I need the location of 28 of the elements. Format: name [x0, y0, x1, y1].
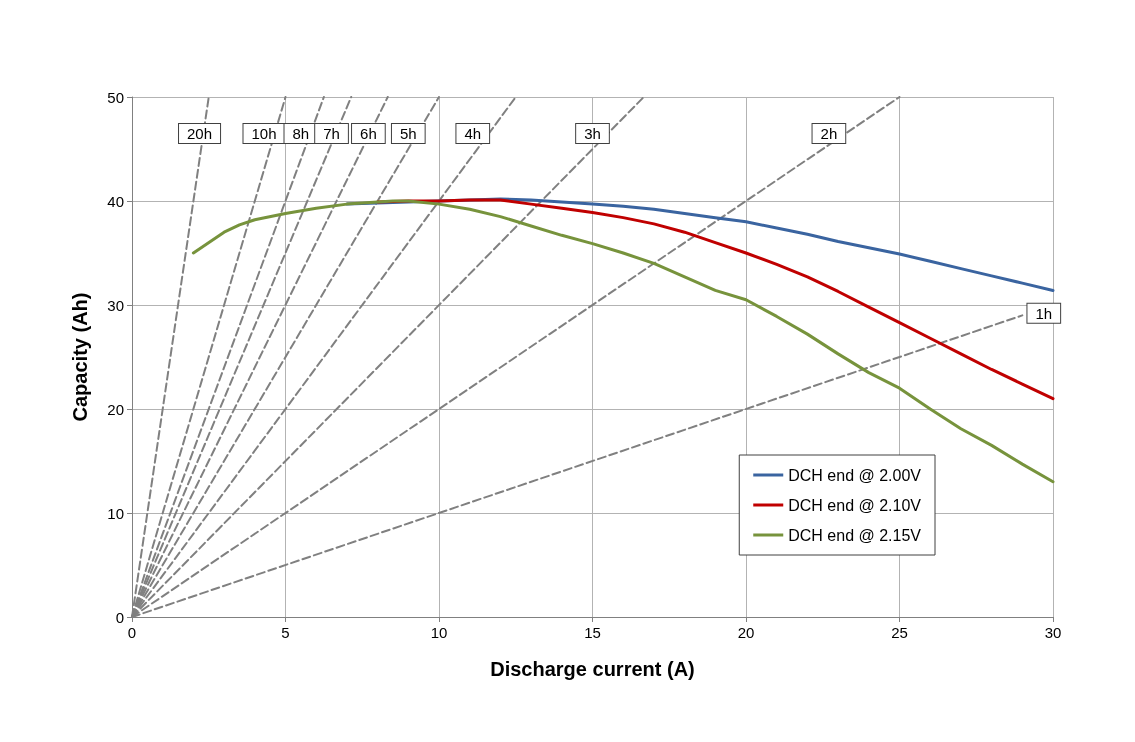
- annotation: 2h: [820, 124, 838, 142]
- annotation: 5h: [399, 124, 417, 142]
- x-tick-label: 0: [127, 624, 137, 641]
- annotation: 7h: [323, 124, 340, 142]
- x-tick-label: 30: [1044, 624, 1062, 641]
- annotation: 10h: [251, 124, 277, 142]
- x-tick-label: 15: [584, 624, 601, 641]
- y-tick-label: 0: [115, 608, 124, 626]
- y-tick-label: 10: [107, 504, 124, 522]
- y-tick-label: 40: [107, 192, 124, 210]
- y-axis-title: Capacity (Ah): [69, 292, 91, 422]
- legend-label: DCH end @ 2.00V: [788, 466, 922, 484]
- y-tick-label: 30: [107, 296, 124, 314]
- annotation: 1h: [1035, 304, 1053, 322]
- x-tick-label: 20: [737, 624, 755, 641]
- annotation: 20h: [187, 124, 213, 142]
- annotation: 4h: [464, 124, 482, 142]
- legend-label: DCH end @ 2.10V: [788, 496, 922, 514]
- y-tick-label: 50: [107, 88, 124, 106]
- x-axis-title: Discharge current (A): [490, 658, 695, 680]
- y-tick-label: 20: [107, 400, 124, 418]
- x-tick-label: 5: [281, 624, 290, 641]
- legend-label: DCH end @ 2.15V: [788, 526, 922, 544]
- annotation: 6h: [360, 124, 377, 142]
- x-tick-label: 25: [891, 624, 908, 641]
- annotation: 3h: [584, 124, 601, 142]
- annotation: 8h: [292, 124, 310, 142]
- x-tick-label: 10: [430, 624, 448, 641]
